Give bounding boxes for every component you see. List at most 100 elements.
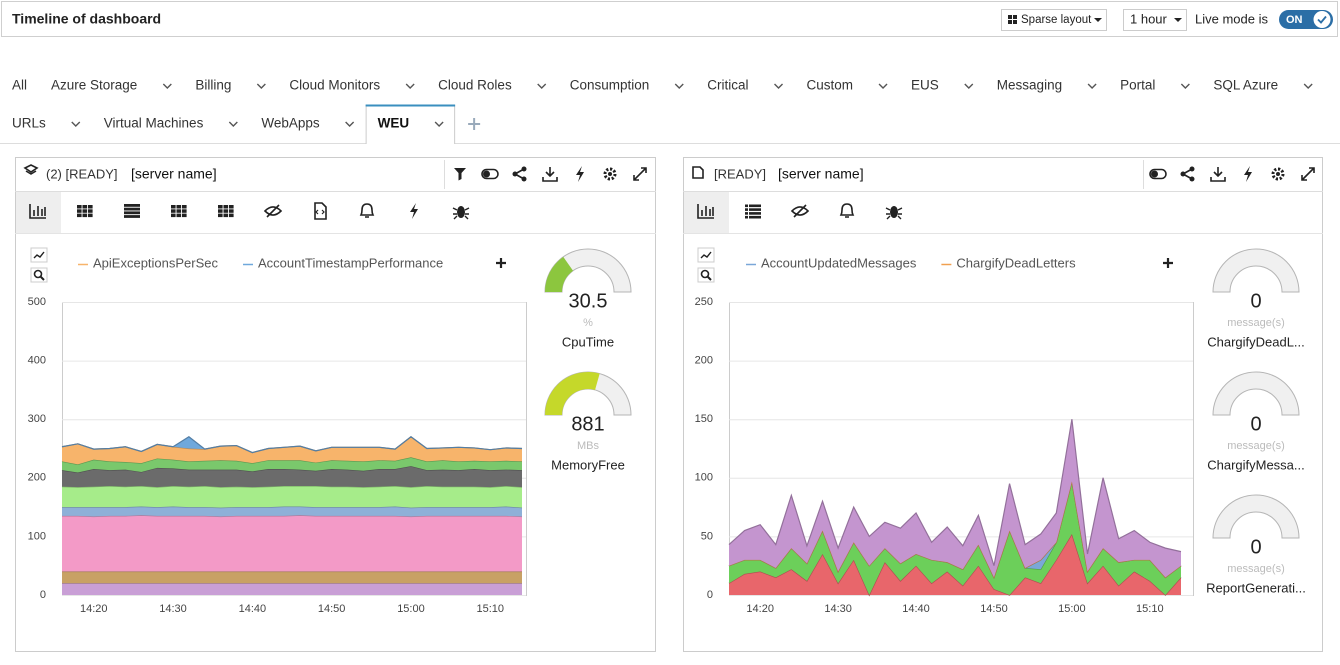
icon-part (512, 171, 518, 177)
tab[interactable]: Billing (195, 78, 231, 93)
icon-part (603, 167, 617, 181)
tab[interactable]: WEU (378, 116, 410, 131)
tab[interactable]: Virtual Machines (104, 116, 204, 131)
icon-zoom[interactable] (697, 267, 715, 283)
tab[interactable]: Custom (807, 78, 854, 93)
icon-part (359, 203, 375, 218)
tab[interactable]: All (12, 78, 27, 93)
gauge-track (1212, 494, 1300, 539)
tab[interactable]: Messaging (997, 78, 1062, 93)
icon-part (1180, 171, 1186, 177)
gauge-unit: message(s) (1227, 563, 1284, 575)
gauge-value (545, 372, 600, 415)
icon-bell[interactable] (359, 203, 375, 218)
y-tick-label: 200 (28, 472, 46, 484)
tab[interactable]: Cloud Monitors (289, 78, 380, 93)
legend-label[interactable]: ChargifyDeadLetters (956, 255, 1076, 270)
legend-label[interactable]: ApiExceptionsPerSec (93, 255, 219, 270)
icon-barchart[interactable] (697, 204, 714, 219)
icon-download[interactable] (1210, 167, 1226, 182)
icon-plus[interactable] (496, 258, 506, 268)
icon-part (77, 205, 82, 209)
icon-bell[interactable] (839, 203, 855, 218)
gauge-label: ReportGenerati... (1206, 580, 1306, 595)
icon-part (576, 166, 584, 182)
icon-part (229, 209, 234, 213)
legend-label[interactable]: AccountUpdatedMessages (761, 255, 917, 270)
icon-expand[interactable] (1301, 167, 1315, 181)
x-tick-label: 14:30 (159, 603, 187, 615)
add-tab[interactable] (468, 118, 481, 130)
icon-part (171, 205, 176, 209)
icon-part (745, 212, 748, 215)
icon-zoom[interactable] (30, 267, 48, 283)
icon-trend[interactable] (30, 247, 48, 263)
icon-expand[interactable] (633, 167, 647, 181)
chevron (1087, 83, 1097, 89)
icon-trend[interactable] (697, 247, 715, 263)
area (729, 419, 1181, 578)
icon-bolt[interactable] (1244, 166, 1252, 182)
icon-barchart[interactable] (29, 204, 46, 219)
icon-table[interactable] (171, 205, 187, 218)
icon-gear[interactable] (603, 167, 617, 181)
icon-part (182, 205, 187, 209)
icon-share[interactable] (512, 166, 527, 182)
icon-bolt[interactable] (410, 203, 418, 219)
icon-part (88, 209, 93, 213)
icon-part (542, 167, 558, 182)
tab[interactable]: URLs (12, 116, 46, 131)
y-tick-label: 200 (695, 355, 713, 367)
icon-bug[interactable] (452, 206, 470, 220)
toolbar-icons (29, 166, 1315, 283)
tab[interactable]: Portal (1120, 78, 1155, 93)
icon-toggle[interactable] (1149, 168, 1167, 180)
area (62, 506, 522, 517)
icon-part (890, 206, 898, 218)
tab[interactable]: WebApps (261, 116, 320, 131)
tab[interactable]: SQL Azure (1213, 78, 1278, 93)
y-tick-label: 50 (701, 530, 713, 542)
icon-part (218, 205, 223, 209)
icon-toggle[interactable] (481, 168, 499, 180)
icon-filter[interactable] (454, 168, 466, 181)
tab[interactable]: Consumption (570, 78, 650, 93)
icon-part (481, 168, 499, 180)
icon-part (82, 213, 88, 218)
gauge-label: CpuTime (562, 334, 614, 349)
caret (1174, 18, 1182, 22)
icon-code[interactable] (314, 202, 327, 220)
icon-bug[interactable] (885, 206, 903, 220)
gauge-label: ChargifyMessa... (1207, 457, 1305, 472)
tab[interactable]: Critical (707, 78, 748, 93)
icon-part (839, 203, 855, 218)
icon-share[interactable] (1180, 166, 1195, 182)
icon-gear[interactable] (1271, 167, 1285, 181)
range-dropdown[interactable]: 1 hour (1123, 9, 1187, 31)
icon-plus[interactable] (1163, 258, 1173, 268)
icon-table[interactable] (218, 205, 234, 218)
chevron (1180, 83, 1190, 89)
icon-list[interactable] (745, 204, 761, 219)
tab[interactable]: Azure Storage (51, 78, 137, 93)
icon-eye[interactable] (790, 204, 810, 218)
icon-part (608, 172, 612, 176)
x-tick-label: 15:00 (1058, 603, 1086, 615)
icon-part (633, 167, 647, 181)
icon-part (218, 209, 223, 213)
icon-download[interactable] (542, 167, 558, 182)
icon-part (77, 213, 82, 218)
tab[interactable]: Cloud Roles (438, 78, 512, 93)
icon-eye[interactable] (263, 204, 283, 218)
icon-part (793, 204, 807, 218)
layout-dropdown[interactable]: Sparse layout (1001, 9, 1107, 31)
tab[interactable]: EUS (911, 78, 939, 93)
area (62, 515, 522, 572)
x-tick-label: 14:40 (239, 603, 267, 615)
icon-bolt[interactable] (576, 166, 584, 182)
icon-table[interactable] (77, 205, 93, 218)
icon-rows[interactable] (124, 204, 140, 218)
legend-label[interactable]: AccountTimestampPerformance (258, 255, 443, 270)
live-toggle[interactable]: ON (1279, 10, 1333, 29)
icon-part (749, 215, 761, 219)
